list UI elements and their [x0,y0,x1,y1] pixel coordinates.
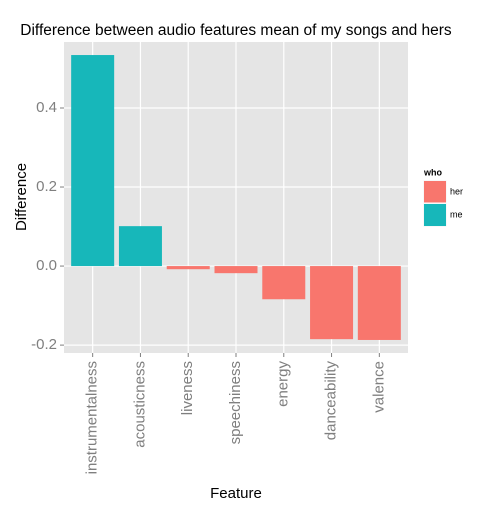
x-tick-label: liveness [179,361,196,415]
x-tick-label: instrumentalness [84,361,101,474]
bar [166,266,210,270]
y-tick-label: 0.4 [36,99,57,116]
y-axis-title: Difference [13,163,30,231]
bar [71,55,115,267]
y-tick-label: 0.2 [36,178,57,195]
y-tick-label: -0.2 [31,336,57,353]
bar [262,266,306,300]
x-tick-label: energy [275,361,292,407]
bar [357,266,401,340]
chart-title: Difference between audio features mean o… [20,22,452,39]
x-tick-label: valence [370,361,387,413]
bar [310,266,354,340]
x-axis-title: Feature [210,485,262,502]
legend-title: who [423,167,442,177]
x-tick-label: acousticness [131,361,148,448]
legend-label: her [450,186,463,196]
x-tick-label: speechiness [227,361,244,444]
legend-key [424,204,446,226]
y-tick-label: 0.0 [36,257,57,274]
legend-label: me [450,209,463,219]
bar [118,226,162,267]
bar [214,266,258,274]
legend-key [424,181,446,203]
x-tick-label: danceability [323,361,340,441]
